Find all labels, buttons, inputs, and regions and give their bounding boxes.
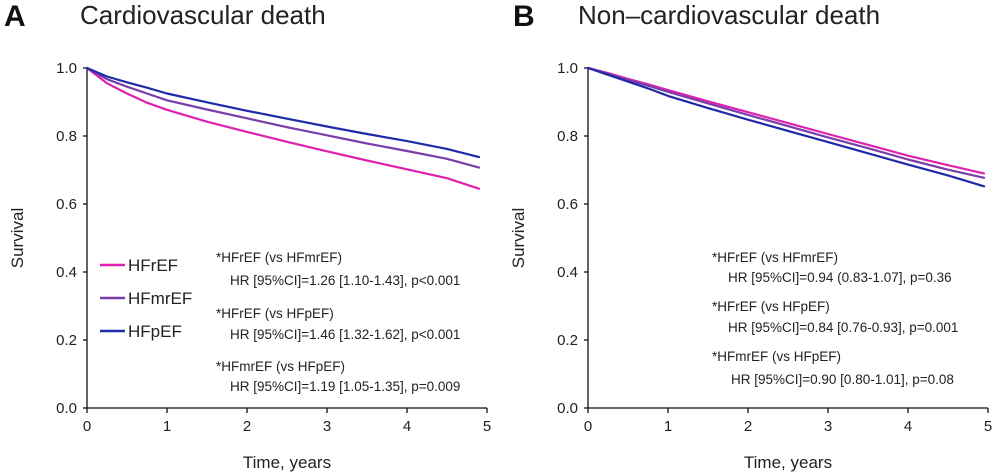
annotation-line: *HFrEF (vs HFpEF) — [216, 306, 334, 321]
panel-b-y-tick-label: 1.0 — [557, 60, 578, 77]
panel-a-series-line-hfmref — [85, 66, 481, 169]
panel-a-series-line-hfpef — [85, 66, 481, 159]
panel-a-x-tick-label: 0 — [83, 418, 91, 435]
annotation-line: *HFrEF (vs HFmrEF) — [712, 250, 838, 265]
annotation-line: HR [95%CI]=1.46 [1.32-1.62], p<0.001 — [230, 327, 460, 342]
panel-a: A Cardiovascular death Survival Time, ye… — [4, 0, 491, 472]
annotation-line: HR [95%CI]=0.94 (0.83-1.07], p=0.36 — [728, 270, 952, 285]
panel-a-x-tick-label: 4 — [403, 418, 411, 435]
panel-a-x-axis-label: Time, years — [243, 453, 331, 472]
annotation-line: HR [95%CI]=1.19 [1.05-1.35], p=0.009 — [230, 379, 460, 394]
panel-a-series — [85, 66, 481, 190]
annotation-line: *HFmrEF (vs HFpEF) — [216, 359, 345, 374]
panel-a-letter: A — [4, 0, 26, 33]
panel-a-axes: 0.0 0.2 0.4 0.6 0.8 1.0 0 1 2 3 4 5 — [56, 60, 491, 435]
panel-a-y-tick-label: 0.8 — [56, 128, 77, 145]
panel-b-x-tick-label: 4 — [904, 418, 912, 435]
annotation-line: HR [95%CI]=0.84 [0.76-0.93], p=0.001 — [728, 320, 958, 335]
panel-b-series-line-hfpef — [586, 66, 986, 188]
panel-b-annotations: *HFrEF (vs HFmrEF) HR [95%CI]=0.94 (0.83… — [712, 250, 958, 387]
panel-a-annotations: *HFrEF (vs HFmrEF) HR [95%CI]=1.26 [1.10… — [216, 250, 460, 394]
panel-b-x-tick-label: 3 — [824, 418, 832, 435]
panel-a-y-tick-label: 0.0 — [56, 400, 77, 417]
panel-a-y-tick-label: 0.4 — [56, 264, 77, 281]
annotation-line: *HFmrEF (vs HFpEF) — [712, 349, 841, 364]
panel-a-y-axis-label: Survival — [8, 208, 27, 268]
panel-b-x-axis-label: Time, years — [744, 453, 832, 472]
panel-b-axes: 0.0 0.2 0.4 0.6 0.8 1.0 0 1 2 3 4 5 — [557, 60, 992, 435]
panel-b-letter: B — [513, 0, 535, 33]
panel-a-x-tick-label: 2 — [243, 418, 251, 435]
panel-a-legend: HFrEF HFmrEF HFpEF — [100, 256, 192, 341]
legend-label-hfpef: HFpEF — [128, 322, 182, 341]
panel-b-series — [586, 66, 986, 188]
panel-b-x-tick-label: 0 — [584, 418, 592, 435]
panel-b-x-tick-label: 2 — [744, 418, 752, 435]
panel-b-y-tick-label: 0.8 — [557, 128, 578, 145]
panel-b-y-axis-label: Survival — [509, 208, 528, 268]
panel-a-y-tick-label: 0.6 — [56, 196, 77, 213]
panel-b-y-tick-label: 0.0 — [557, 400, 578, 417]
panel-a-y-tick-label: 0.2 — [56, 332, 77, 349]
panel-b: B Non–cardiovascular death Survival Time… — [509, 0, 992, 472]
panel-a-x-tick-label: 1 — [163, 418, 171, 435]
legend-label-hfmref: HFmrEF — [128, 289, 192, 308]
panel-b-x-tick-label: 1 — [664, 418, 672, 435]
annotation-line: *HFrEF (vs HFmrEF) — [216, 250, 342, 265]
panel-b-series-line-hfmref — [586, 66, 986, 179]
panel-a-y-tick-label: 1.0 — [56, 60, 77, 77]
panel-b-y-tick-label: 0.6 — [557, 196, 578, 213]
annotation-line: HR [95%CI]=0.90 [0.80-1.01], p=0.08 — [731, 372, 954, 387]
panel-b-y-tick-label: 0.2 — [557, 332, 578, 349]
annotation-line: *HFrEF (vs HFpEF) — [712, 299, 830, 314]
panel-a-series-line-hfref — [85, 66, 481, 190]
panel-b-series-line-hfref — [586, 66, 986, 175]
panel-a-x-tick-label: 3 — [323, 418, 331, 435]
panel-a-x-tick-label: 5 — [483, 418, 491, 435]
panel-b-title: Non–cardiovascular death — [578, 0, 880, 30]
panel-a-title: Cardiovascular death — [80, 0, 326, 30]
panel-b-y-tick-label: 0.4 — [557, 264, 578, 281]
legend-label-hfref: HFrEF — [128, 256, 178, 275]
annotation-line: HR [95%CI]=1.26 [1.10-1.43], p<0.001 — [230, 273, 460, 288]
panel-b-x-tick-label: 5 — [984, 418, 992, 435]
